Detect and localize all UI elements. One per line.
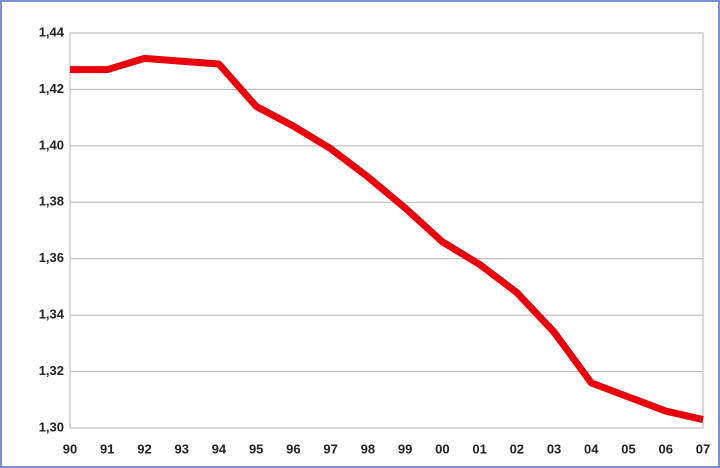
x-tick-label: 06	[659, 441, 673, 456]
y-tick-label: 1,36	[39, 250, 64, 265]
x-tick-label: 99	[398, 441, 412, 456]
y-tick-label: 1,40	[39, 137, 64, 152]
x-tick-label: 90	[63, 441, 77, 456]
y-tick-label: 1,30	[39, 419, 64, 434]
x-tick-label: 07	[696, 441, 710, 456]
x-tick-label: 96	[286, 441, 300, 456]
x-tick-label: 94	[212, 441, 227, 456]
y-tick-label: 1,44	[39, 24, 65, 39]
x-tick-label: 01	[472, 441, 486, 456]
x-tick-label: 97	[323, 441, 337, 456]
plot-area	[69, 32, 704, 429]
line	[70, 54, 704, 423]
y-tick-label: 1,42	[39, 81, 64, 96]
x-tick-label: 91	[100, 441, 114, 456]
x-tick-label: 04	[584, 441, 599, 456]
x-tick-label: 00	[435, 441, 449, 456]
y-tick-label: 1,32	[39, 363, 64, 378]
x-tick-label: 98	[361, 441, 375, 456]
x-tick-label: 02	[510, 441, 524, 456]
x-tick-label: 03	[547, 441, 561, 456]
y-tick-label: 1,34	[39, 307, 65, 322]
x-tick-label: 05	[621, 441, 635, 456]
x-tick-label: 93	[174, 441, 188, 456]
y-tick-label: 1,38	[39, 194, 64, 209]
x-tick-label: 92	[137, 441, 151, 456]
x-tick-label: 95	[249, 441, 263, 456]
